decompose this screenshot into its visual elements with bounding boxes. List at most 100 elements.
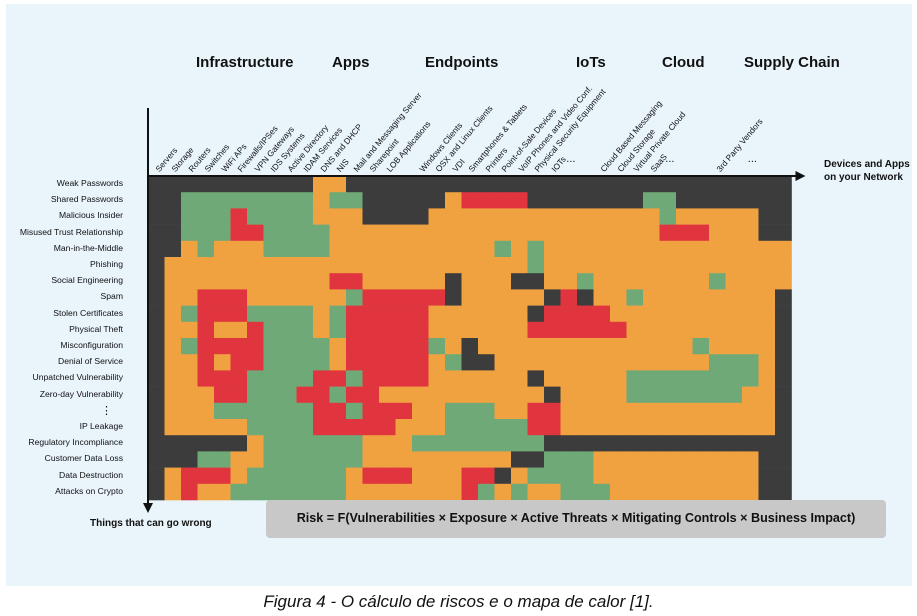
heatmap-cell	[164, 192, 182, 209]
heatmap-cell	[346, 354, 363, 371]
heatmap-cell	[379, 176, 396, 193]
heatmap-cell	[659, 386, 677, 404]
heatmap-cell	[577, 176, 594, 193]
heatmap-cell	[230, 240, 248, 258]
heatmap-cell	[758, 192, 776, 209]
heatmap-cell	[659, 240, 677, 258]
heatmap-cell	[560, 305, 578, 323]
heatmap-cell	[626, 273, 644, 290]
heatmap-cell	[593, 321, 611, 339]
heatmap-cell	[346, 451, 363, 468]
heatmap-cell	[478, 435, 495, 452]
heatmap-cell	[230, 192, 248, 209]
heatmap-cell	[445, 305, 462, 323]
heatmap-cell	[626, 176, 644, 193]
heatmap-cell	[758, 467, 776, 485]
heatmap-cell	[329, 208, 347, 225]
row-label: Unpatched Vulnerability	[32, 372, 123, 383]
heatmap-cell	[742, 370, 759, 387]
heatmap-cell	[395, 370, 413, 387]
heatmap-cell	[692, 257, 710, 274]
row-label: Regulatory Incompliance	[28, 437, 123, 448]
heatmap-cell	[412, 224, 429, 242]
heatmap-cell	[709, 208, 726, 225]
heatmap-cell	[725, 257, 743, 274]
heatmap-cell	[560, 176, 578, 193]
heatmap-cell	[725, 305, 743, 323]
heatmap-cell	[313, 419, 330, 436]
heatmap-cell	[230, 224, 248, 242]
heatmap-cell	[230, 289, 248, 306]
heatmap-cell	[544, 451, 561, 468]
heatmap-cell	[329, 305, 347, 323]
heatmap-cell	[214, 208, 231, 225]
heatmap-cell	[395, 273, 413, 290]
heatmap-cell	[395, 451, 413, 468]
row-label: Misused Trust Relationship	[19, 226, 123, 237]
heatmap-cell	[511, 402, 528, 420]
heatmap-cell	[560, 208, 578, 225]
heatmap-cell	[577, 338, 594, 355]
heatmap-cell	[610, 273, 627, 290]
heatmap-cell	[659, 370, 677, 387]
heatmap-cell	[709, 338, 726, 355]
heatmap-cell	[544, 192, 561, 209]
heatmap-cell	[263, 370, 281, 387]
heatmap-cell	[395, 240, 413, 258]
heatmap-cell	[280, 370, 297, 387]
heatmap-cell	[758, 321, 776, 339]
heatmap-cell	[395, 305, 413, 323]
heatmap-cell	[296, 176, 314, 193]
heatmap-cell	[494, 192, 512, 209]
heatmap-cell	[379, 370, 396, 387]
heatmap-cell	[494, 305, 512, 323]
heatmap-cell	[263, 176, 281, 193]
heatmap-cell	[692, 240, 710, 258]
heatmap-cell	[296, 451, 314, 468]
heatmap-cell	[313, 354, 330, 371]
heatmap-cell	[329, 483, 347, 501]
heatmap-cell	[544, 386, 561, 404]
heatmap-cell	[362, 257, 380, 274]
heatmap-cell	[527, 273, 545, 290]
heatmap-cell	[560, 467, 578, 485]
heatmap-cell	[230, 321, 248, 339]
heatmap-cell	[379, 192, 396, 209]
heatmap-cell	[478, 321, 495, 339]
heatmap-cell	[445, 435, 462, 452]
heatmap-cell	[676, 451, 693, 468]
heatmap-cell	[544, 402, 561, 420]
heatmap-cell	[230, 451, 248, 468]
heatmap-cell	[643, 176, 660, 193]
heatmap-cell	[313, 370, 330, 387]
heatmap-cell	[593, 176, 611, 193]
heatmap-cell	[461, 483, 479, 501]
heatmap-cell	[395, 224, 413, 242]
heatmap-cell	[758, 305, 776, 323]
heatmap-cell	[428, 354, 446, 371]
heatmap-cell	[626, 419, 644, 436]
heatmap-cell	[329, 257, 347, 274]
heatmap-cell	[214, 402, 231, 420]
heatmap-cell	[775, 273, 792, 290]
heatmap-cell	[313, 224, 330, 242]
heatmap-cell	[296, 305, 314, 323]
heatmap-cell	[478, 305, 495, 323]
heatmap-cell	[577, 321, 594, 339]
heatmap-cell	[148, 419, 165, 436]
heatmap-cell	[676, 435, 693, 452]
heatmap-cell	[263, 435, 281, 452]
heatmap-cell	[263, 208, 281, 225]
heatmap-cell	[461, 354, 479, 371]
heatmap-cell	[148, 435, 165, 452]
heatmap-cell	[197, 338, 215, 355]
heatmap-cell	[313, 208, 330, 225]
heatmap-cell	[164, 321, 182, 339]
heatmap-cell	[395, 402, 413, 420]
row-label: Zero-day Vulnerability	[39, 388, 123, 399]
heatmap-cell	[643, 386, 660, 404]
heatmap-cell	[247, 176, 264, 193]
heatmap-cell	[148, 305, 165, 323]
heatmap-cell	[379, 354, 396, 371]
heatmap-cell	[197, 435, 215, 452]
